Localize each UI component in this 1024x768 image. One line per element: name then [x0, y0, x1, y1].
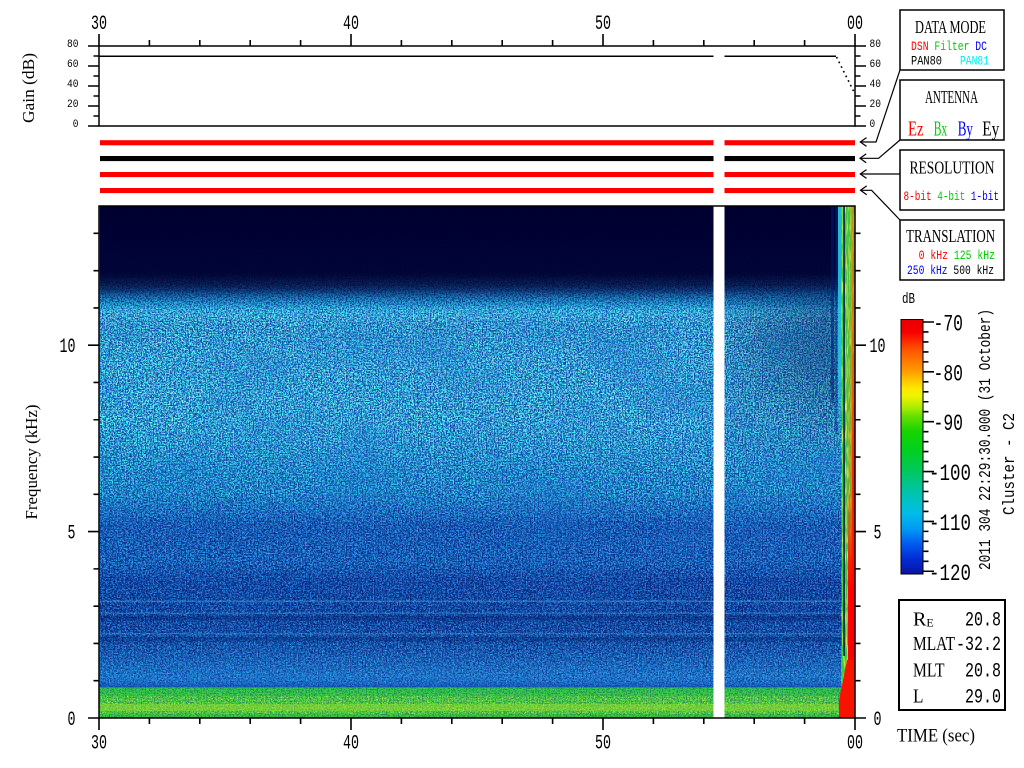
svg-text:PAN81: PAN81 — [960, 54, 989, 69]
svg-text:MLT: MLT — [913, 660, 945, 682]
svg-text:10: 10 — [60, 336, 76, 359]
svg-text:80: 80 — [870, 39, 882, 51]
svg-text:Bx: Bx — [934, 116, 948, 140]
svg-text:30: 30 — [91, 733, 107, 756]
svg-text:10: 10 — [870, 336, 886, 359]
svg-text:40: 40 — [67, 79, 79, 91]
svg-text:30: 30 — [91, 13, 107, 36]
svg-text:50: 50 — [595, 733, 611, 756]
svg-text:MLAT: MLAT — [913, 633, 955, 655]
svg-text:8-bit 4-bit 1-bit: 8-bit 4-bit 1-bit — [904, 189, 1000, 204]
svg-text:250 kHz 500 kHz: 250 kHz 500 kHz — [907, 263, 994, 278]
svg-text:0: 0 — [73, 119, 79, 131]
svg-text:TRANSLATION: TRANSLATION — [906, 226, 995, 246]
svg-text:-70: -70 — [934, 312, 964, 338]
svg-text:20.8: 20.8 — [965, 661, 1001, 684]
svg-text:dB: dB — [902, 291, 915, 308]
svg-text:Frequency (kHz): Frequency (kHz) — [22, 405, 41, 520]
svg-text:Ez: Ez — [908, 116, 924, 140]
svg-text:5: 5 — [874, 523, 882, 546]
svg-text:0 kHz 125 kHz: 0 kHz 125 kHz — [919, 248, 995, 263]
svg-text:0: 0 — [874, 709, 882, 732]
svg-text:29.0: 29.0 — [965, 686, 1001, 709]
svg-text:5: 5 — [68, 523, 76, 546]
svg-text:60: 60 — [67, 59, 79, 71]
svg-text:PAN80: PAN80 — [911, 54, 942, 69]
svg-text:ANTENNA: ANTENNA — [925, 87, 978, 107]
svg-text:-120: -120 — [929, 561, 971, 587]
svg-text:60: 60 — [870, 59, 882, 71]
svg-text:20.8: 20.8 — [965, 609, 1001, 632]
svg-text:L: L — [913, 685, 924, 707]
svg-text:-110: -110 — [929, 511, 971, 537]
svg-text:DSN Filter DC: DSN Filter DC — [911, 39, 987, 54]
svg-text:-100: -100 — [929, 461, 971, 487]
svg-text:00: 00 — [847, 733, 863, 756]
svg-text:Gain (dB): Gain (dB) — [19, 53, 38, 123]
svg-text:DATA MODE: DATA MODE — [915, 17, 986, 37]
svg-text:20: 20 — [870, 99, 882, 111]
svg-text:TIME (sec): TIME (sec) — [897, 726, 975, 747]
svg-text:RESOLUTION: RESOLUTION — [910, 158, 995, 178]
svg-text:By: By — [958, 116, 974, 140]
svg-text:80: 80 — [67, 39, 79, 51]
svg-text:Ey: Ey — [982, 116, 999, 140]
svg-text:0: 0 — [870, 119, 876, 131]
svg-text:40: 40 — [343, 733, 359, 756]
svg-text:20: 20 — [67, 99, 79, 111]
svg-text:Cluster - C2: Cluster - C2 — [1001, 413, 1020, 515]
svg-text:-90: -90 — [934, 411, 964, 437]
svg-text:40: 40 — [343, 13, 359, 36]
svg-text:2011 304 22:29:30.000 (31 Octo: 2011 304 22:29:30.000 (31 October) — [977, 309, 996, 570]
svg-text:40: 40 — [870, 79, 882, 91]
svg-text:0: 0 — [68, 709, 76, 732]
svg-text:-80: -80 — [934, 361, 964, 387]
svg-text:-32.2: -32.2 — [956, 634, 1001, 657]
svg-text:00: 00 — [847, 13, 863, 36]
svg-text:50: 50 — [595, 13, 611, 36]
